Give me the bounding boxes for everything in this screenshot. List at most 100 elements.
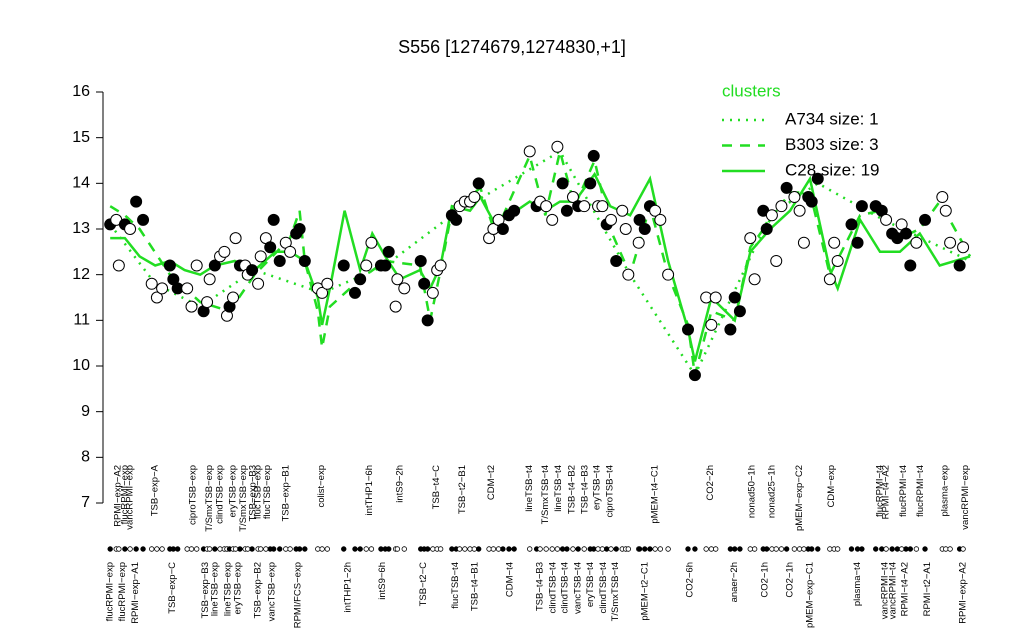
x-tick-label: intTHP1−6h xyxy=(364,465,375,515)
data-point xyxy=(744,232,757,245)
x-tick-label: clindTSB−t4 xyxy=(548,562,559,614)
rug-point xyxy=(751,546,758,552)
data-point xyxy=(203,273,216,286)
x-tick-label: RPMI−exp−A1 xyxy=(130,562,141,624)
data-point xyxy=(246,264,259,277)
x-tick-label: flucRPMI−exp xyxy=(117,562,128,621)
rug-point xyxy=(107,546,113,552)
x-tick-label: TSB−exp−B3 xyxy=(247,465,258,522)
data-point xyxy=(556,177,569,190)
rug-point xyxy=(206,546,213,552)
rug-point xyxy=(437,546,444,552)
data-point xyxy=(298,254,311,267)
rug-point xyxy=(737,546,743,552)
x-tick-label: vancRPMI−exp xyxy=(960,465,971,530)
data-point xyxy=(622,268,635,281)
x-tick-label: RPMI−t2−A1 xyxy=(922,562,933,616)
data-point xyxy=(284,245,297,258)
rug-point xyxy=(283,546,289,552)
data-point xyxy=(953,259,966,272)
data-point xyxy=(780,181,793,194)
rug-point xyxy=(613,546,619,552)
data-point xyxy=(185,300,198,313)
data-point xyxy=(201,296,214,309)
x-tick-label: RPMI−exp−A2 xyxy=(958,562,969,624)
data-point xyxy=(156,282,169,295)
rug-point xyxy=(188,546,195,552)
x-tick-label: T/SmxTSB−t4 xyxy=(540,465,551,524)
rug-point xyxy=(378,546,384,552)
data-point xyxy=(124,223,137,235)
data-point xyxy=(760,223,773,235)
rug-point xyxy=(727,546,734,552)
data-point xyxy=(899,227,912,240)
data-point xyxy=(957,241,970,254)
rug-point xyxy=(258,546,264,552)
rug-point xyxy=(237,546,243,552)
rug-point xyxy=(116,546,122,552)
y-tick-label: 14 xyxy=(72,175,90,192)
data-point xyxy=(578,200,591,213)
data-point xyxy=(770,254,783,267)
rug-point xyxy=(302,546,308,552)
data-point xyxy=(682,323,695,336)
data-point xyxy=(434,259,447,272)
rug-point xyxy=(791,546,798,552)
data-point xyxy=(919,213,932,226)
x-tick-label: pMEM−t2−C1 xyxy=(639,562,650,621)
x-tick-label: intS9−2h xyxy=(394,465,405,503)
rug-point xyxy=(462,546,468,552)
rug-point xyxy=(712,546,719,552)
x-tick-label: TSB−exp−A xyxy=(150,464,161,516)
rug-point xyxy=(883,546,889,552)
rug-point xyxy=(471,546,478,552)
rug-point xyxy=(859,546,865,552)
x-tick-label: TSB−exp−C xyxy=(167,562,178,614)
data-point xyxy=(939,204,952,217)
rug-point xyxy=(732,546,738,552)
rug-point xyxy=(575,546,581,552)
rug-point xyxy=(245,546,251,552)
x-tick-label: CDM−t2 xyxy=(486,465,497,500)
cluster-line xyxy=(109,149,971,378)
rug-point xyxy=(769,546,775,552)
y-tick-label: 7 xyxy=(81,494,90,511)
data-point xyxy=(811,172,824,185)
data-point xyxy=(724,323,737,336)
rug-point xyxy=(232,546,239,552)
data-point xyxy=(605,213,618,226)
y-tick-label: 12 xyxy=(72,266,90,283)
rug-point xyxy=(287,546,293,552)
x-tick-label: TSB−exp−B2 xyxy=(253,562,264,619)
rug-point xyxy=(854,546,861,552)
rug-point xyxy=(212,546,218,552)
data-point xyxy=(163,259,176,272)
legend-label: A734 size: 1 xyxy=(785,109,879,128)
x-tick-label: TSB−t4−B1 xyxy=(470,562,481,611)
x-tick-label: colist−exp xyxy=(316,465,327,508)
data-point xyxy=(587,149,600,162)
x-tick-label: intS9−6h xyxy=(377,562,388,600)
x-tick-label: TSB−t4−B3 xyxy=(535,562,546,611)
rug-point xyxy=(834,546,841,552)
data-point xyxy=(688,369,701,382)
rug-point xyxy=(506,546,512,552)
data-point xyxy=(831,254,844,267)
rug-point xyxy=(127,546,133,552)
rug-point xyxy=(903,546,909,552)
rug-point xyxy=(947,546,953,552)
x-tick-label: TSB−t4−B2 xyxy=(567,465,578,514)
y-tick-label: 8 xyxy=(81,449,90,466)
rug-point xyxy=(564,546,570,552)
rug-point xyxy=(296,546,303,552)
rug-point xyxy=(549,546,555,552)
x-tick-label: pMEM−exp−C2 xyxy=(794,465,805,531)
data-point xyxy=(426,286,439,299)
data-point xyxy=(551,140,564,153)
rug-point xyxy=(324,546,331,552)
x-tick-label: clindTSB−t4 xyxy=(598,562,609,614)
x-tick-label: TSB−exp−B3 xyxy=(200,562,211,619)
data-point xyxy=(936,191,949,204)
data-point xyxy=(293,223,306,235)
